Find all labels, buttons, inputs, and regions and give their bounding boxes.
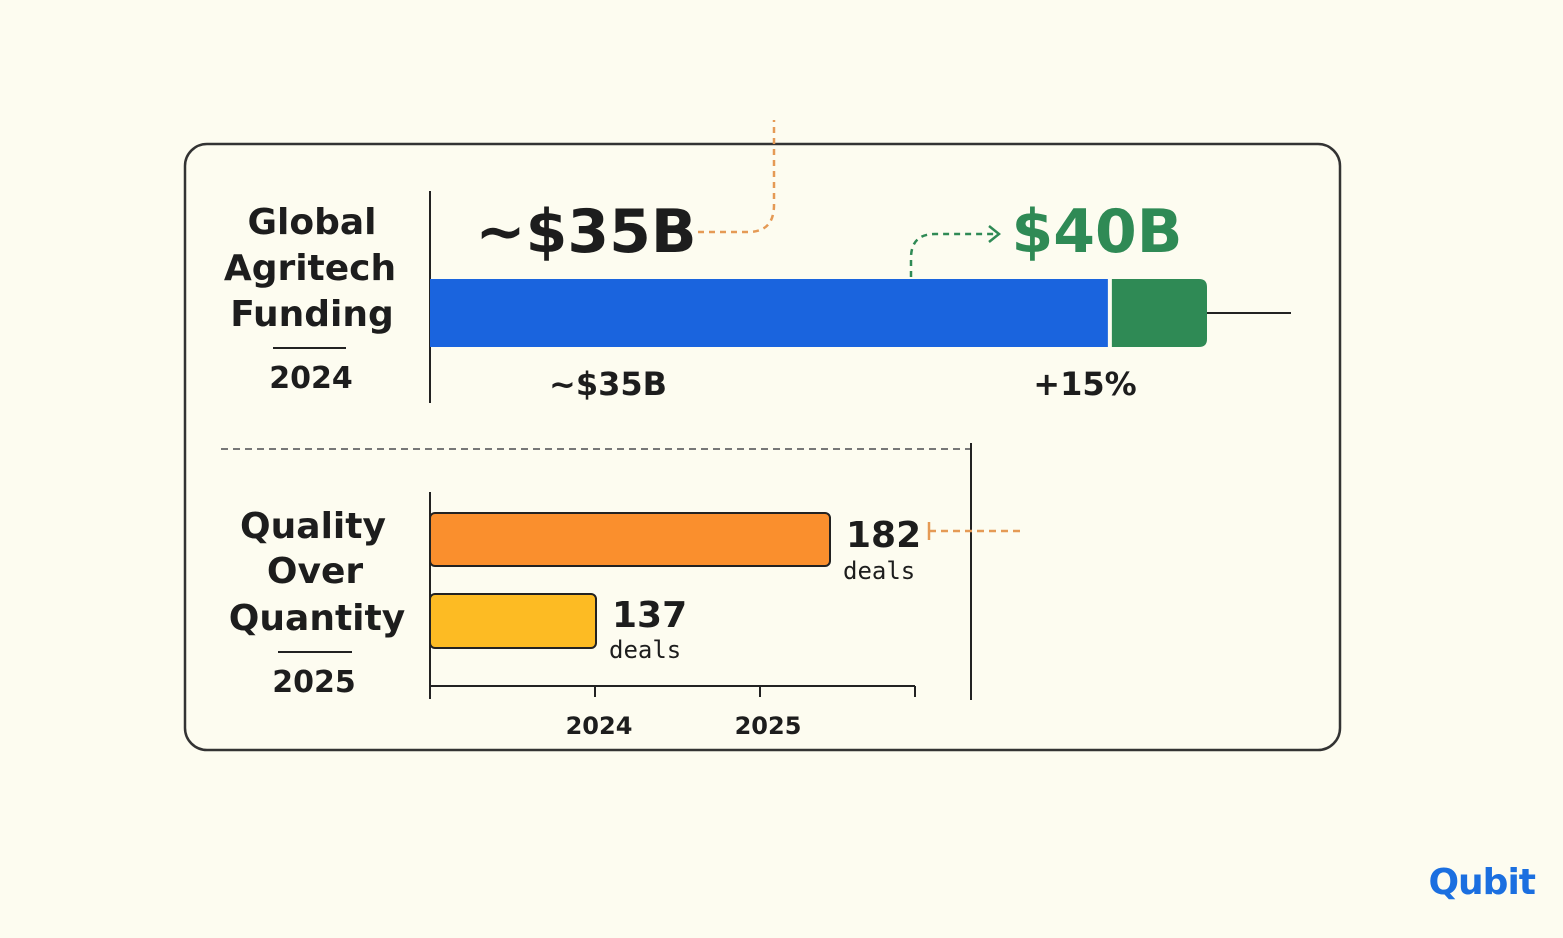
funding-start-callout: ~$35B (475, 197, 696, 267)
funding-panel: Global Agritech Funding 2024 ~$35B $40B … (224, 120, 1291, 403)
deals-title-line-2: Over (267, 551, 363, 592)
funding-base-label: ~$35B (549, 365, 667, 403)
deals-unit-137: deals (609, 636, 681, 664)
funding-title-line-2: Agritech (224, 248, 396, 289)
deals-bar-137 (429, 593, 597, 649)
funding-year: 2024 (269, 361, 353, 396)
green-arrowhead-icon (988, 225, 1002, 243)
funding-bar-growth (1111, 279, 1207, 347)
deals-panel: Quality Over Quantity 2025 2024 2025 182… (229, 492, 1020, 740)
deals-title-line-1: Quality (240, 506, 386, 547)
orange-dashed-connector (698, 120, 776, 234)
deals-value-137: 137 (612, 595, 687, 636)
qubit-logo: Qubit (1428, 862, 1536, 903)
deals-value-182: 182 (846, 515, 921, 556)
deals-title-line-3: Quantity (229, 598, 405, 639)
funding-title-line-1: Global (247, 202, 376, 243)
funding-growth-label: +15% (1033, 365, 1136, 403)
funding-end-callout: $40B (1012, 197, 1183, 267)
card-frame (183, 142, 1342, 752)
green-dashed-arrow (909, 232, 996, 277)
x-tick-label-1: 2024 (566, 712, 633, 740)
deals-year: 2025 (272, 665, 356, 700)
deals-unit-182: deals (843, 557, 915, 585)
funding-title-line-3: Funding (230, 294, 394, 335)
x-tick-label-2: 2025 (735, 712, 802, 740)
funding-bar-base (430, 279, 1108, 347)
deals-bar-182 (429, 512, 831, 567)
